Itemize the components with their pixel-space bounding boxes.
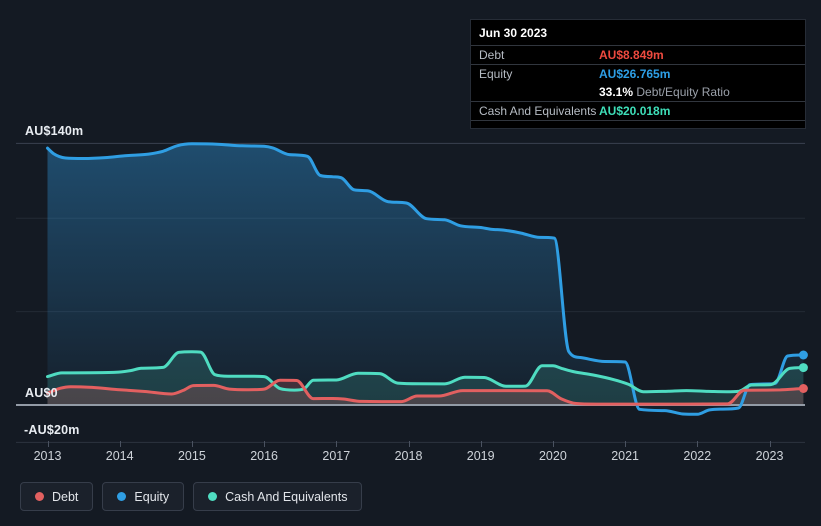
area-layer — [47, 143, 804, 415]
equity-line — [46, 142, 805, 416]
debt-line — [46, 378, 805, 406]
y-axis-label-0: AU$0 — [25, 386, 58, 400]
legend-cash-label: Cash And Equivalents — [225, 489, 348, 504]
tooltip-date: Jun 30 2023 — [479, 26, 548, 40]
cash-line — [46, 350, 805, 394]
legend-item-equity[interactable]: Equity — [102, 482, 185, 511]
end-dot-layer — [798, 350, 808, 393]
tooltip-row-ratio: 33.1% Debt/Equity Ratio — [471, 83, 805, 101]
tooltip: Jun 30 2023 Debt AU$8.849m Equity AU$26.… — [470, 19, 806, 129]
tooltip-row-debt: Debt AU$8.849m — [471, 45, 805, 64]
legend-item-cash[interactable]: Cash And Equivalents — [193, 482, 363, 511]
debt-swatch-icon — [35, 492, 44, 501]
tooltip-ratio: 33.1% Debt/Equity Ratio — [599, 85, 730, 99]
cash-swatch-icon — [208, 492, 218, 501]
tooltip-debt-label: Debt — [479, 48, 505, 62]
tooltip-row-equity: Equity AU$26.765m — [471, 64, 805, 83]
tooltip-cash-value: AU$20.018m — [599, 104, 671, 118]
tooltip-debt-value: AU$8.849m — [599, 48, 664, 62]
debt-end-dot — [798, 384, 808, 393]
tooltip-equity-label: Equity — [479, 67, 513, 81]
tooltip-cash-label: Cash And Equivalents — [479, 104, 597, 118]
equity-end-dot — [798, 350, 808, 360]
tooltip-ratio-label: Debt/Equity Ratio — [636, 85, 730, 99]
tooltip-row-cash: Cash And Equivalents AU$20.018m — [471, 101, 805, 121]
y-axis-label-140m: AU$140m — [25, 124, 84, 138]
line-layer — [46, 142, 805, 416]
equity-swatch-icon — [117, 492, 127, 501]
tooltip-ratio-value: 33.1% — [599, 85, 634, 99]
cash-area — [47, 351, 804, 405]
equity-area — [47, 143, 804, 415]
debt-area — [47, 380, 804, 405]
y-axis-label-minus20m: -AU$20m — [24, 423, 80, 437]
legend-debt-label: Debt — [52, 489, 79, 504]
legend-item-debt[interactable]: Debt — [20, 482, 94, 511]
legend: Debt Equity Cash And Equivalents — [20, 482, 363, 511]
tooltip-equity-value: AU$26.765m — [599, 67, 671, 81]
legend-equity-label: Equity — [134, 489, 170, 504]
cash-end-dot — [798, 363, 808, 373]
